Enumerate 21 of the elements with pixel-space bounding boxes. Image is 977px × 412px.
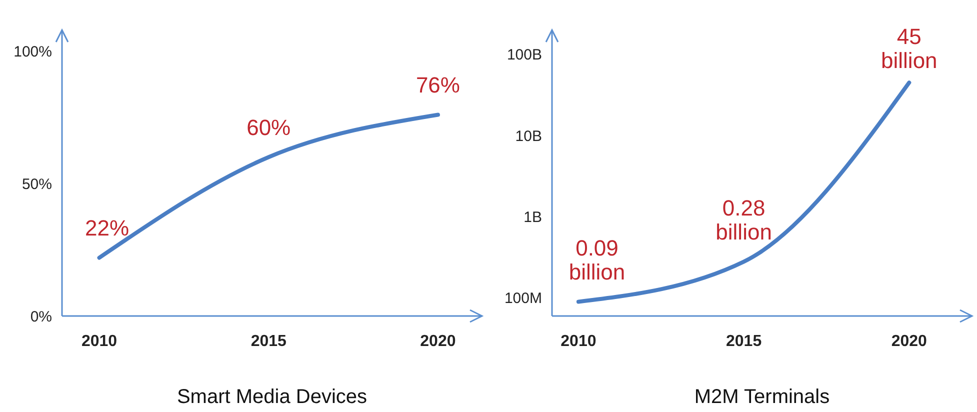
x-tick-label: 2020 — [891, 333, 928, 350]
data-label: 76% — [416, 72, 460, 98]
x-tick-label: 2015 — [250, 333, 287, 350]
y-tick-label: 1B — [524, 209, 542, 226]
data-label: 60% — [246, 115, 291, 140]
y-tick-label: 0% — [30, 308, 52, 326]
y-tick-label: 50% — [22, 176, 52, 193]
x-axis-title: Smart Media Devices — [176, 386, 368, 408]
data-label: 22% — [84, 216, 130, 241]
data-label: 0.09 billion — [568, 236, 626, 285]
y-tick-label: 10B — [515, 128, 542, 145]
y-tick-label: 100B — [506, 46, 542, 64]
data-label: 45 billion — [881, 24, 938, 73]
x-axis-title: M2M Terminals — [694, 386, 830, 408]
y-tick-label: 100% — [14, 43, 52, 60]
data-label: 0.28 billion — [716, 196, 772, 245]
x-tick-label: 2010 — [81, 333, 118, 350]
x-tick-label: 2020 — [420, 333, 456, 350]
x-tick-label: 2015 — [726, 333, 762, 350]
x-tick-label: 2010 — [560, 333, 596, 350]
y-tick-label: 100M — [504, 290, 542, 308]
